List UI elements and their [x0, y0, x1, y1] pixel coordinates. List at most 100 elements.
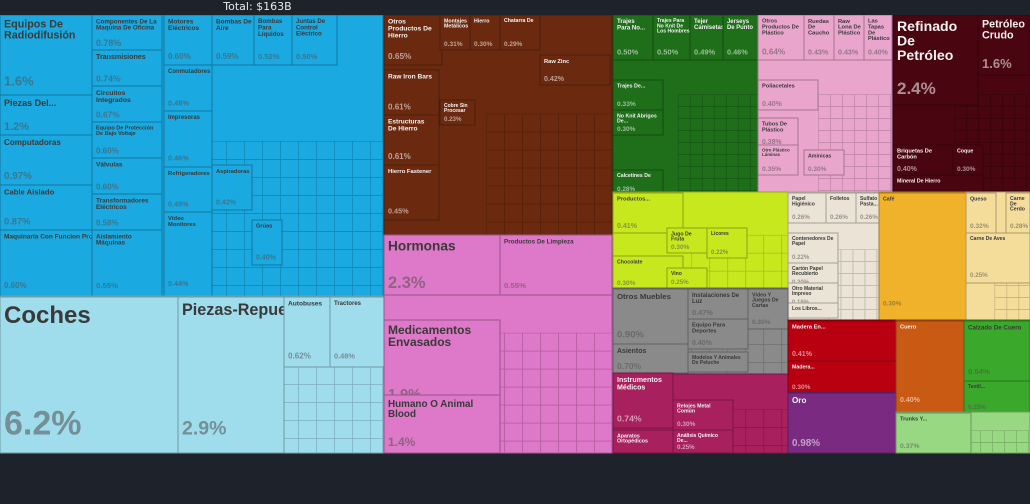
cell-rect[interactable] [163, 64, 213, 112]
cell-rect[interactable] [91, 49, 163, 87]
treemap-cell-raw-zinc[interactable]: Raw Zinc 0.42% [539, 54, 611, 86]
cell-rect[interactable] [757, 117, 799, 149]
treemap-cell-hierro-fastener[interactable]: Hierro Fastener 0.45% [383, 164, 440, 221]
treemap-cell-refrigeradores[interactable]: Refrigeradores 0.45% [163, 166, 213, 213]
cell-rect[interactable] [895, 412, 972, 454]
cell-rect[interactable] [211, 15, 255, 66]
treemap-cell-coque[interactable]: Coque 0.30% [952, 144, 984, 176]
treemap-cell-montajes-metalicos[interactable]: Montajes Metálicos 0.31% [439, 15, 471, 51]
treemap-cell-valvulas[interactable]: Válvulas 0.60% [91, 157, 163, 195]
treemap-cell-transformadores-electricos[interactable]: Transformadores Eléctricos 0.58% [91, 193, 163, 231]
cell-rect[interactable] [706, 227, 748, 259]
treemap-cell-trunks-y[interactable]: Trunks Y... 0.37% [895, 412, 972, 454]
treemap-cell-contenedores-de-papel[interactable]: Contenedores De Papel 0.22% [787, 232, 839, 264]
cell-rect[interactable] [211, 164, 253, 211]
treemap-cell-gruas[interactable]: Grúas 0.40% [251, 219, 283, 266]
treemap-cell-aparatos-ortopedicos[interactable]: Aparatos Ortopédicos [612, 429, 674, 454]
cell-rect[interactable] [539, 54, 611, 86]
cell-rect[interactable] [787, 320, 897, 362]
treemap-cell-instalaciones-de-luz[interactable]: Instalaciones De Luz 0.47% [687, 288, 749, 320]
cell-rect[interactable] [965, 232, 1030, 284]
treemap-cell-estructuras-de-hierro[interactable]: Estructuras De Hierro 0.61% [383, 114, 440, 166]
treemap-cell-briquetas-de-carbon[interactable]: Briquetas De Carbón 0.40% [892, 144, 954, 176]
treemap-cell-hormonas[interactable]: Hormonas 2.3% [383, 234, 501, 296]
treemap-cell-calcetines-de[interactable]: Calcetines De 0.28% [612, 169, 664, 196]
cell-rect[interactable] [787, 192, 827, 224]
treemap-cell-tubos-de-plastico[interactable]: Tubos De Plástico 0.38% [757, 117, 799, 149]
treemap-cell-chatarra-de[interactable]: Chatarra De 0.29% [499, 15, 541, 51]
cell-rect[interactable] [499, 15, 541, 51]
treemap-cell-impresoras[interactable]: Impresoras 0.46% [163, 110, 213, 168]
cell-rect[interactable] [825, 192, 857, 224]
cell-rect[interactable] [383, 69, 440, 116]
treemap-cell-transmisiones[interactable]: Transmisiones 0.74% [91, 49, 163, 87]
cell-rect[interactable] [499, 234, 613, 296]
treemap-cell-las-tapas-de-plastico[interactable]: Las Tapas De Plástico 0.40% [863, 15, 893, 61]
cell-rect[interactable] [687, 288, 749, 320]
treemap-cell-instrumentos-medicos[interactable]: Instrumentos Médicos 0.74% [612, 372, 674, 429]
cell-rect[interactable] [687, 318, 749, 350]
cell-rect[interactable] [383, 114, 440, 166]
treemap-cell-analisis-quimico-de[interactable]: Análisis Químico De...0.25% [672, 429, 734, 454]
treemap-cell-folletos[interactable]: Folletos 0.26% [825, 192, 857, 224]
cell-rect[interactable] [612, 15, 654, 61]
cell-rect[interactable] [878, 192, 967, 322]
treemap-cell-licores[interactable]: Licores 0.22% [706, 227, 748, 259]
treemap-cell-hierro[interactable]: Hierro 0.30% [469, 15, 501, 51]
treemap-cell-conmutadores[interactable]: Conmutadores 0.48% [163, 64, 213, 112]
cell-rect[interactable] [977, 15, 1030, 76]
cell-rect[interactable] [757, 15, 805, 61]
treemap-cell-vino[interactable]: Vino 0.25% [666, 267, 708, 289]
treemap-cell-cuero[interactable]: Cuero 0.40% [895, 320, 965, 414]
cell-rect[interactable] [612, 343, 689, 374]
treemap-cell-modelos-y-animales-de-peluche[interactable]: Modelos Y Animales De Peluche [687, 351, 749, 373]
treemap-cell-cobre-sin-procesar[interactable]: Cobre Sin Procesar 0.23% [439, 99, 476, 126]
cell-rect[interactable] [612, 372, 674, 429]
treemap-cell-jerseys-de-punto[interactable]: Jerseys De Punto 0.46% [722, 15, 759, 61]
treemap-cell-video-monitores[interactable]: Vídeo Monitores 0.44% [163, 211, 213, 297]
cell-rect[interactable] [672, 429, 734, 454]
treemap-cell-juntas-de-control-electrico[interactable]: Juntas De Control Eléctrico 0.50% [291, 15, 338, 66]
cell-rect[interactable] [612, 79, 664, 111]
treemap-cell-los-libros[interactable]: Los Libros... [787, 302, 839, 319]
cell-rect[interactable] [291, 15, 338, 66]
treemap-cell-otro-plastico-laminas[interactable]: Otro Plástico Láminas 0.35% [757, 144, 799, 176]
cell-rect[interactable] [652, 15, 691, 61]
treemap-cell-circuitos-integrados[interactable]: Circuitos Integrados 0.67% [91, 85, 163, 123]
cell-rect[interactable] [892, 144, 954, 176]
treemap-cell-otros-productos-de-plastico[interactable]: Otros Productos De Plástico 0.64% [757, 15, 805, 61]
cell-rect[interactable] [383, 394, 501, 454]
cell-rect[interactable] [803, 149, 845, 176]
cell-rect[interactable] [91, 193, 163, 231]
cell-rect[interactable] [329, 296, 385, 368]
treemap-cell-refinado-de-petroleo[interactable]: Refinado De Petróleo 2.4% [892, 15, 979, 106]
treemap-cell-trajes-de[interactable]: Trajes De... 0.33% [612, 79, 664, 111]
cell-rect[interactable] [952, 144, 984, 176]
cell-rect[interactable] [787, 232, 839, 264]
treemap-cell-autobuses[interactable]: Autobuses 0.62% [283, 296, 331, 368]
cell-rect[interactable] [91, 229, 163, 297]
treemap-cell-mineral-de-hierro[interactable]: Mineral De Hierro [892, 174, 984, 193]
treemap-cell-otros-muebles[interactable]: Otros Muebles 0.90% [612, 288, 689, 345]
treemap-cell-productos-de-limpieza[interactable]: Productos De Limpieza 0.55% [499, 234, 613, 296]
cell-rect[interactable] [612, 109, 664, 136]
cell-rect[interactable] [757, 144, 799, 176]
cell-rect[interactable] [833, 15, 865, 61]
cell-rect[interactable] [0, 296, 179, 454]
cell-rect[interactable] [612, 192, 684, 234]
treemap-cell-petroleo-crudo[interactable]: Petróleo Crudo 1.6% [977, 15, 1030, 76]
treemap-cell-componentes-de-la-maquina-de-oficina[interactable]: Componentes De La Maquina De Oficina 0.78% [91, 15, 163, 51]
cell-rect[interactable] [91, 85, 163, 123]
cell-rect[interactable] [177, 296, 285, 454]
cell-rect[interactable] [963, 380, 1030, 414]
cell-rect[interactable] [892, 15, 979, 106]
treemap-cell-bombas-para-liquidos[interactable]: Bombas Para Líquidos 0.52% [253, 15, 293, 66]
cell-rect[interactable] [1005, 192, 1030, 234]
treemap-cell-textil[interactable]: Textil... 0.25% [963, 380, 1030, 414]
treemap-cell-madera[interactable]: Madera... 0.30% [787, 360, 897, 394]
treemap-cell-equipo-para-deportes[interactable]: Equipo Para Deportes 0.40% [687, 318, 749, 350]
treemap-cell-productos[interactable]: Productos... 0.41% [612, 192, 684, 234]
treemap-cell-madera-en[interactable]: Madera En... 0.41% [787, 320, 897, 362]
treemap-cell-cafe[interactable]: Café 0.30% [878, 192, 967, 322]
